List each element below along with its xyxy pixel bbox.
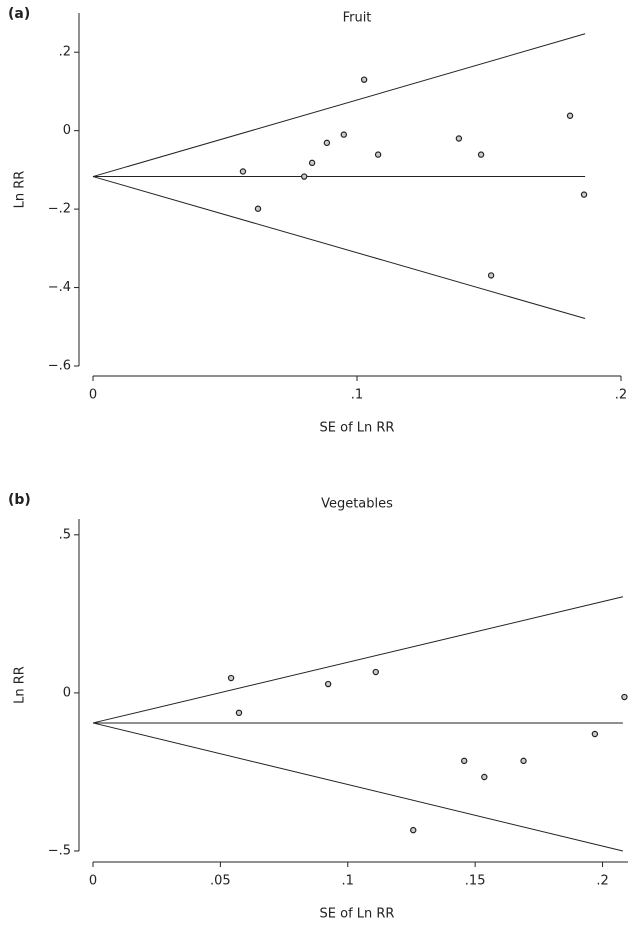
x-tick-label: .1 (351, 388, 363, 403)
chart-title: Fruit (343, 11, 372, 26)
point (621, 693, 628, 701)
x-tick-label: .2 (596, 874, 608, 889)
point (324, 680, 332, 688)
x-tick-label: 0 (89, 874, 97, 889)
funnel-lower (92, 176, 586, 320)
y-tick-label: −.5 (48, 844, 71, 859)
point (477, 151, 485, 158)
x-axis-label: SE of Ln RR (320, 421, 395, 436)
point (340, 131, 347, 138)
panel-label: (b) (8, 492, 31, 508)
y-tick-label: −.4 (48, 280, 71, 295)
point (254, 205, 262, 212)
point (487, 272, 495, 279)
point (301, 173, 308, 180)
x-tick-label: 0 (89, 388, 97, 403)
y-tick-label: .5 (59, 527, 71, 542)
x-tick-label: .2 (615, 388, 627, 403)
point (580, 191, 588, 198)
point (360, 76, 368, 83)
y-axis-label: Ln RR (13, 666, 28, 704)
x-axis-label: SE of Ln RR (320, 907, 395, 922)
point (308, 159, 316, 167)
funnel-upper (92, 33, 586, 178)
funnel-lower (92, 722, 624, 852)
y-tick-label: −.2 (48, 202, 71, 217)
y-tick-label: 0 (63, 123, 71, 138)
point (566, 112, 574, 119)
point (481, 773, 488, 781)
point (591, 730, 599, 738)
point (455, 135, 463, 142)
x-tick-label: .15 (465, 874, 486, 889)
y-tick-label: .2 (59, 45, 71, 60)
point (239, 168, 247, 175)
y-tick-label: 0 (63, 685, 71, 700)
y-axis-label: Ln RR (13, 171, 28, 209)
x-tick-label: .05 (210, 874, 231, 889)
point (410, 826, 417, 834)
point (235, 709, 243, 717)
point (372, 668, 379, 676)
x-tick-label: .1 (342, 874, 354, 889)
chart-title: Vegetables (321, 497, 393, 512)
point (374, 151, 382, 158)
panel-label: (a) (8, 6, 30, 22)
funnel-upper (92, 596, 624, 724)
point (520, 757, 527, 765)
y-tick-label: −.6 (48, 359, 71, 374)
point (460, 757, 468, 765)
point (227, 674, 235, 682)
point (323, 139, 331, 147)
